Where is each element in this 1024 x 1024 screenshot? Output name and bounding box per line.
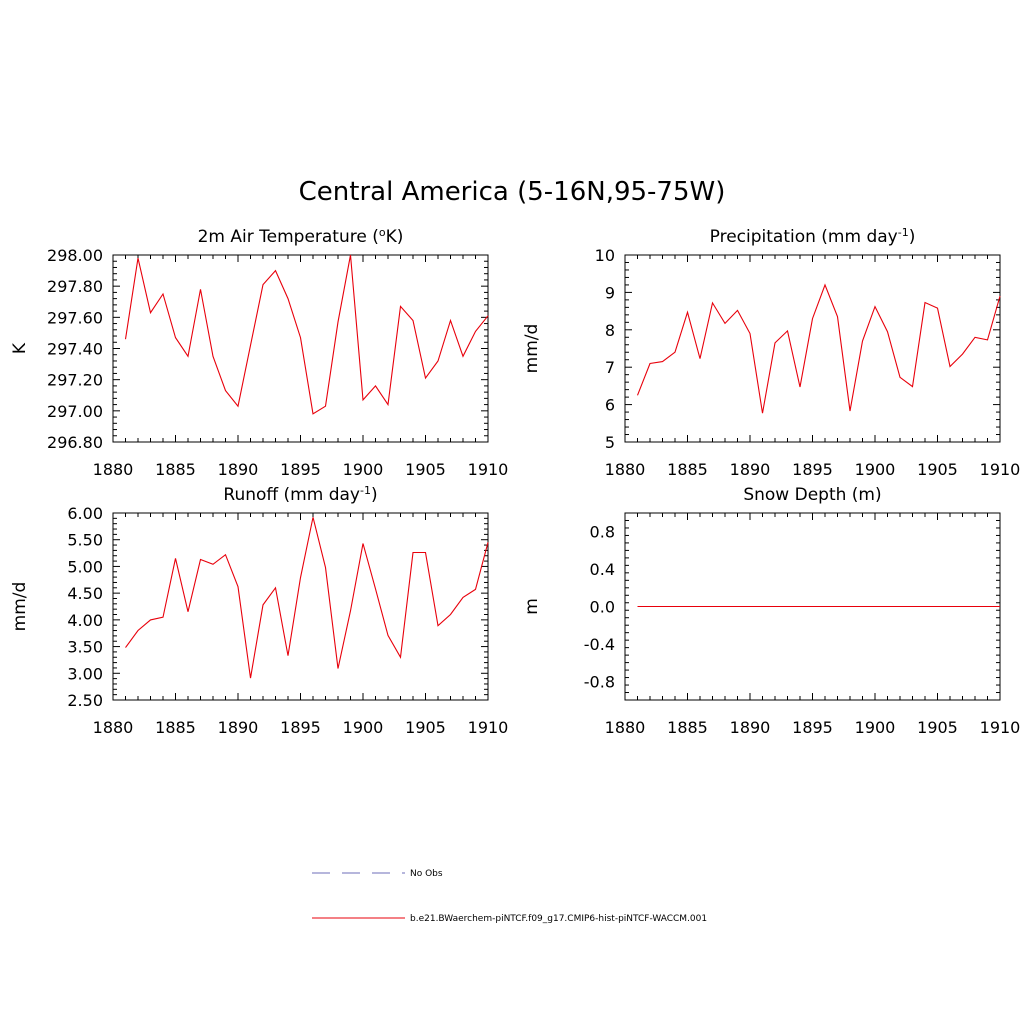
panel-title: 2m Air Temperature (oK) bbox=[198, 226, 404, 247]
y-tick-label: 7 bbox=[605, 358, 615, 377]
y-tick-label: 4.00 bbox=[67, 611, 103, 630]
plot-frame bbox=[624, 254, 1001, 443]
y-axis-label: mm/d bbox=[522, 324, 542, 374]
y-axis-label: m bbox=[522, 598, 542, 615]
plot-panel-2: Runoff (mm day-1) mm/d 1880 1885 1890 1895 190… bbox=[10, 484, 508, 737]
y-tick-label: 297.00 bbox=[47, 402, 103, 421]
y-tick-label: 0.0 bbox=[590, 598, 615, 617]
y-tick-label: 296.80 bbox=[47, 433, 103, 452]
y-tick-label: 298.00 bbox=[47, 246, 103, 265]
panel-title-sup: -1 bbox=[360, 484, 371, 497]
x-tick-label: 1885 bbox=[155, 718, 196, 737]
plot-panel-0: 2m Air Temperature (oK) K 1880 1885 1890 1895… bbox=[10, 226, 508, 479]
x-tick-label: 1885 bbox=[155, 460, 196, 479]
x-tick-label: 1910 bbox=[468, 460, 509, 479]
x-tick-label: 1900 bbox=[343, 460, 384, 479]
x-tick-label: 1880 bbox=[605, 718, 646, 737]
plot-panels: 2m Air Temperature (oK) K 1880 1885 1890 1895… bbox=[10, 226, 1020, 737]
y-tick-label: 0.8 bbox=[590, 523, 615, 542]
x-tick-label: 1900 bbox=[343, 718, 384, 737]
y-tick-label: 6 bbox=[605, 396, 615, 415]
y-tick-label: 8 bbox=[605, 321, 615, 340]
series-line bbox=[636, 283, 1001, 414]
legend-model-label: b.e21.BWaerchem-piNTCF.f09_g17.CMIP6-his… bbox=[410, 914, 707, 924]
panel-title-end: K) bbox=[386, 227, 404, 247]
panel-title-sup: -1 bbox=[898, 226, 909, 239]
x-tick-label: 1890 bbox=[218, 718, 259, 737]
y-tick-label: 297.80 bbox=[47, 277, 103, 296]
y-tick-label: 297.40 bbox=[47, 340, 103, 359]
panel-title-main: Precipitation (mm day bbox=[710, 227, 898, 247]
x-tick-label: 1895 bbox=[792, 718, 833, 737]
panel-title-main: 2m Air Temperature ( bbox=[198, 227, 379, 247]
series-line bbox=[125, 517, 489, 679]
panel-title-sup: o bbox=[379, 226, 386, 239]
x-tick-label: 1910 bbox=[468, 718, 509, 737]
y-tick-label: 297.20 bbox=[47, 371, 103, 390]
y-tick-label: 3.00 bbox=[67, 664, 103, 683]
plot-frame bbox=[112, 512, 489, 701]
y-tick-label: 297.60 bbox=[47, 308, 103, 327]
panel-title-main: Runoff (mm day bbox=[223, 485, 360, 505]
y-tick-label: 10 bbox=[595, 246, 615, 265]
x-tick-label: 1905 bbox=[405, 460, 446, 479]
x-tick-label: 1880 bbox=[93, 460, 134, 479]
x-tick-label: 1885 bbox=[667, 718, 708, 737]
y-tick-label: 5.00 bbox=[67, 557, 103, 576]
x-tick-label: 1890 bbox=[218, 460, 259, 479]
panel-title: Precipitation (mm day-1) bbox=[710, 226, 916, 247]
y-axis-label: mm/d bbox=[10, 582, 30, 632]
x-tick-label: 1910 bbox=[980, 460, 1021, 479]
x-tick-label: 1905 bbox=[405, 718, 446, 737]
y-tick-label: 5.50 bbox=[67, 531, 103, 550]
y-tick-label: 4.50 bbox=[67, 584, 103, 603]
x-tick-label: 1890 bbox=[730, 460, 771, 479]
legend-obs-label: No Obs bbox=[410, 869, 443, 879]
x-tick-label: 1895 bbox=[792, 460, 833, 479]
y-tick-label: -0.4 bbox=[584, 635, 615, 654]
plot-frame bbox=[112, 254, 489, 443]
panel-title: Runoff (mm day-1) bbox=[223, 484, 377, 505]
y-tick-label: 6.00 bbox=[67, 504, 103, 523]
x-tick-label: 1895 bbox=[280, 460, 321, 479]
y-tick-label: 2.50 bbox=[67, 691, 103, 710]
x-tick-label: 1880 bbox=[605, 460, 646, 479]
panel-title: Snow Depth (m) bbox=[743, 485, 881, 505]
legend: No Obs b.e21.BWaerchem-piNTCF.f09_g17.CM… bbox=[312, 869, 707, 924]
plot-panel-1: Precipitation (mm day-1) mm/d 1880 1885 1890… bbox=[522, 226, 1020, 479]
y-tick-label: 3.50 bbox=[67, 638, 103, 657]
main-title: Central America (5-16N,95-75W) bbox=[299, 177, 726, 207]
x-tick-label: 1880 bbox=[93, 718, 134, 737]
x-tick-label: 1905 bbox=[917, 460, 958, 479]
series-line bbox=[124, 254, 489, 415]
x-tick-label: 1895 bbox=[280, 718, 321, 737]
x-tick-label: 1910 bbox=[980, 718, 1021, 737]
x-tick-label: 1905 bbox=[917, 718, 958, 737]
y-tick-label: 5 bbox=[605, 433, 615, 452]
panel-title-end: ) bbox=[371, 485, 378, 505]
plot-panel-3: Snow Depth (m) m 1880 1885 1890 1895 1900 1905 1… bbox=[522, 485, 1020, 737]
panel-title-end: ) bbox=[909, 227, 916, 247]
panel-title-main: Snow Depth (m) bbox=[743, 485, 881, 505]
y-axis-label: K bbox=[10, 342, 30, 354]
x-tick-label: 1890 bbox=[730, 718, 771, 737]
x-tick-label: 1900 bbox=[855, 718, 896, 737]
y-tick-label: -0.8 bbox=[584, 672, 615, 691]
y-tick-label: 9 bbox=[605, 283, 615, 302]
x-tick-label: 1900 bbox=[855, 460, 896, 479]
y-tick-label: 0.4 bbox=[590, 560, 615, 579]
x-tick-label: 1885 bbox=[667, 460, 708, 479]
